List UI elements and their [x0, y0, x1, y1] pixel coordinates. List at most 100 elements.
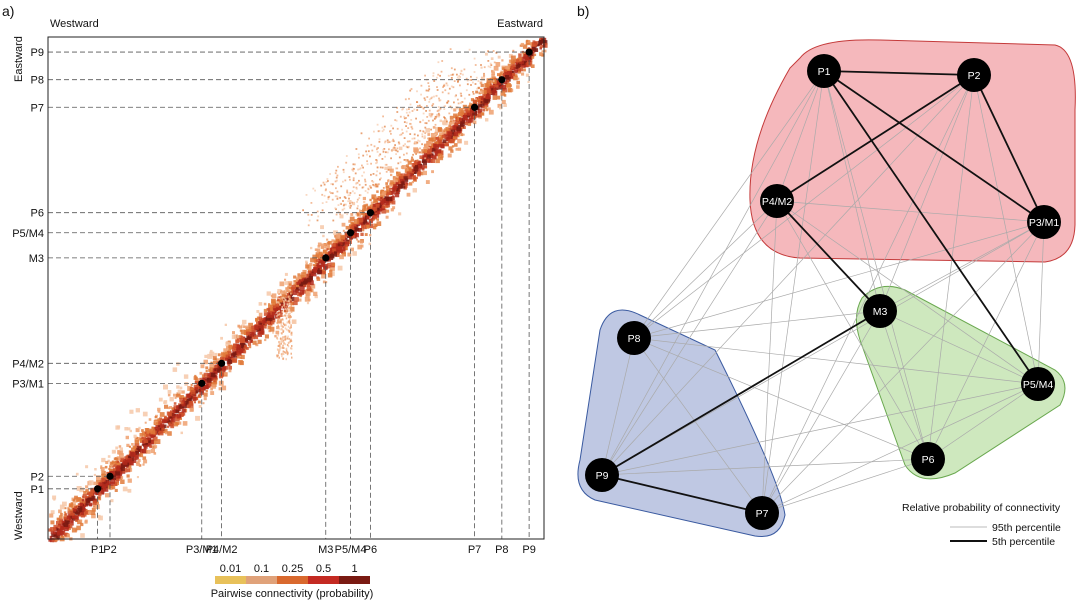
- heatmap-cell: [280, 328, 282, 331]
- heatmap-cell: [290, 292, 292, 295]
- heatmap-cell: [497, 81, 501, 85]
- heatmap-cell: [330, 250, 333, 253]
- heatmap-cell: [400, 178, 405, 184]
- heatmap-cell: [408, 111, 411, 114]
- heatmap-cell: [401, 181, 405, 185]
- heatmap-cell: [335, 169, 338, 172]
- heatmap-cell: [381, 166, 384, 169]
- heatmap-cell: [430, 147, 434, 152]
- heatmap-cell: [428, 101, 431, 103]
- heatmap-cell: [119, 453, 124, 458]
- heatmap-cell: [134, 439, 139, 444]
- heatmap-cell: [323, 249, 327, 254]
- heatmap-cell: [170, 410, 175, 416]
- heatmap-cell: [288, 289, 291, 291]
- heatmap-cell: [263, 302, 267, 306]
- weak-link: [1037, 221, 1045, 385]
- heatmap-cell: [56, 521, 60, 525]
- heatmap-cell: [454, 95, 457, 98]
- heatmap-cell: [296, 276, 301, 282]
- heatmap-cell: [413, 166, 419, 172]
- heatmap-cell: [507, 63, 512, 68]
- heatmap-cell: [417, 134, 419, 137]
- heatmap-cell: [331, 198, 334, 201]
- heatmap-cell: [335, 213, 338, 216]
- heatmap-cell: [332, 219, 335, 222]
- network-node: [745, 496, 779, 530]
- heatmap-cell: [366, 191, 369, 194]
- heatmap-cell: [67, 506, 70, 509]
- heatmap-cell: [428, 109, 431, 112]
- heatmap-cell: [385, 215, 389, 219]
- heatmap-cell: [448, 112, 451, 115]
- heatmap-cell: [492, 83, 495, 86]
- heatmap-cell: [81, 495, 85, 498]
- heatmap-cell: [385, 170, 388, 173]
- heatmap-cell: [235, 339, 239, 344]
- heatmap-cell: [303, 270, 307, 274]
- heatmap-cell: [399, 115, 402, 118]
- heatmap-cell: [495, 62, 501, 67]
- heatmap-cell: [59, 525, 65, 531]
- heatmap-cell: [470, 75, 472, 78]
- heatmap-cell: [79, 487, 84, 493]
- heatmap-cell: [240, 354, 245, 360]
- heatmap-cell: [462, 104, 467, 109]
- heatmap-cell: [510, 88, 514, 92]
- heatmap-cell: [285, 293, 288, 296]
- heatmap-cell: [445, 82, 448, 85]
- heatmap-cell: [470, 115, 474, 119]
- heatmap-cell: [408, 140, 411, 143]
- heatmap-cell: [426, 116, 429, 118]
- network-node-label: P8: [628, 333, 641, 345]
- heatmap-cell: [282, 344, 284, 347]
- heatmap-cell: [342, 171, 345, 174]
- heatmap-cell: [453, 68, 456, 71]
- heatmap-cell: [405, 164, 409, 168]
- heatmap-cell: [435, 158, 440, 164]
- heatmap-cell: [288, 303, 290, 305]
- heatmap-cell: [520, 42, 525, 47]
- heatmap-cell: [85, 485, 89, 489]
- heatmap-cell: [120, 463, 125, 468]
- heatmap-cell: [460, 111, 463, 114]
- heatmap-cell: [63, 511, 67, 514]
- heatmap-cell: [405, 121, 408, 124]
- heatmap-cell: [145, 450, 148, 453]
- heatmap-cell: [236, 355, 240, 359]
- heatmap-cell: [424, 126, 427, 129]
- heatmap-cell: [262, 319, 266, 324]
- heatmap-cell: [347, 239, 352, 244]
- heatmap-cell: [227, 359, 233, 364]
- heatmap-cell: [203, 392, 208, 397]
- heatmap-cell: [115, 470, 121, 476]
- heatmap-cell: [380, 177, 382, 180]
- heatmap-cell: [287, 329, 290, 332]
- heatmap-cell: [384, 166, 388, 170]
- heatmap-cell: [334, 172, 337, 175]
- heatmap-cell: [285, 349, 288, 352]
- heatmap-cell: [285, 351, 287, 354]
- heatmap-cell: [457, 98, 459, 101]
- heatmap-cell: [189, 407, 194, 412]
- heatmap-cell: [407, 127, 410, 129]
- heatmap-cell: [290, 338, 292, 341]
- weak-link: [601, 458, 929, 476]
- heatmap-cell: [393, 146, 396, 149]
- heatmap-cell: [375, 203, 380, 208]
- heatmap-cell: [457, 147, 462, 151]
- y-tick-label: P8: [31, 75, 44, 87]
- heatmap-cell: [174, 396, 177, 399]
- heatmap-cell: [176, 392, 181, 397]
- heatmap-cell: [284, 278, 287, 281]
- heatmap-cell: [404, 183, 407, 187]
- heatmap-cell: [302, 209, 304, 212]
- heatmap-cell: [428, 98, 431, 101]
- heatmap-cell: [321, 209, 324, 212]
- heatmap-cell: [402, 107, 404, 110]
- heatmap-cell: [363, 219, 368, 223]
- heatmap-cell: [356, 201, 358, 203]
- heatmap-cell: [313, 291, 318, 296]
- heatmap-cell: [254, 325, 260, 330]
- heatmap-cell: [406, 166, 412, 172]
